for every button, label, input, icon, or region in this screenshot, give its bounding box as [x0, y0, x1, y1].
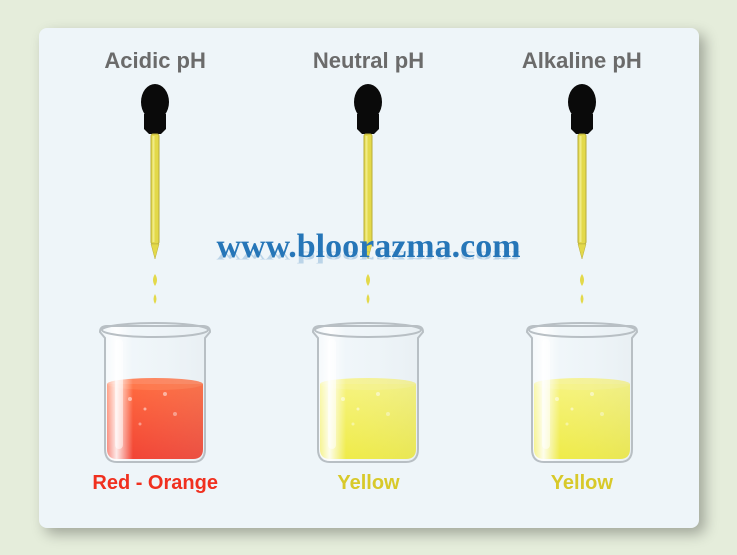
title-neutral: Neutral pH — [313, 48, 424, 74]
dropper-neutral — [338, 84, 398, 314]
title-acidic: Acidic pH — [104, 48, 205, 74]
beaker-alkaline — [507, 314, 657, 464]
beaker-acidic — [80, 314, 230, 464]
diagram-card: www.bloorazma.com Acidic pH — [39, 28, 699, 528]
dropper-acidic — [125, 84, 185, 314]
beaker-neutral — [293, 314, 443, 464]
column-neutral: Neutral pH — [262, 48, 475, 518]
column-alkaline: Alkaline pH — [475, 48, 688, 518]
result-neutral: Yellow — [337, 472, 399, 495]
title-alkaline: Alkaline pH — [522, 48, 642, 74]
column-acidic: Acidic pH — [49, 48, 262, 518]
result-alkaline: Yellow — [551, 472, 613, 495]
dropper-alkaline — [552, 84, 612, 314]
result-acidic: Red - Orange — [92, 472, 218, 495]
